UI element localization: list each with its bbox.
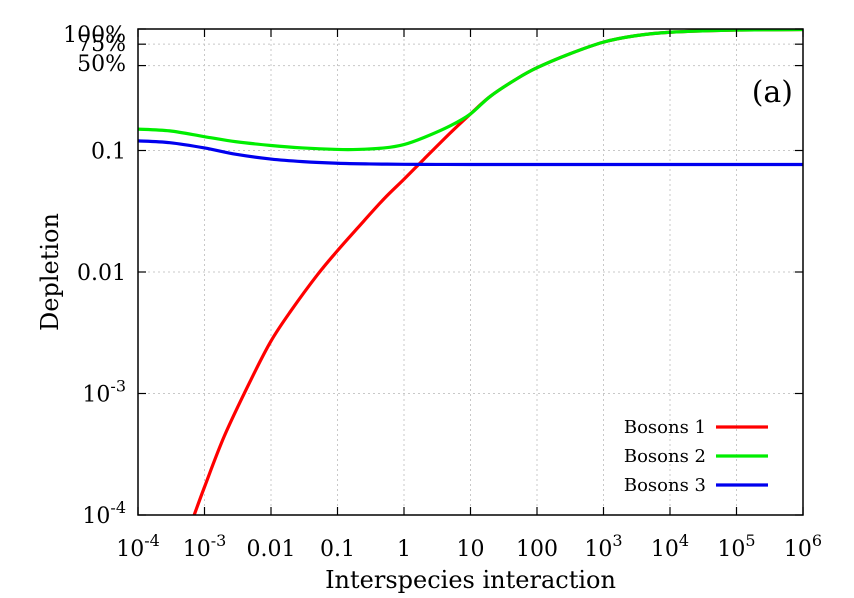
series-line-3	[138, 139, 803, 167]
legend-label-1: Bosons 1	[624, 417, 706, 438]
legend-label-2: Bosons 2	[624, 446, 706, 467]
y-tick-label: 100%	[63, 23, 126, 48]
legend-label-3: Bosons 3	[624, 475, 706, 496]
x-tick-label: 0.01	[247, 537, 296, 562]
y-tick-label: 10-4	[82, 498, 126, 529]
x-axis-label: Interspecies interaction	[325, 566, 616, 594]
grid	[138, 29, 803, 515]
y-tick-label: 0.1	[91, 140, 126, 165]
series-line-2	[138, 29, 803, 152]
x-tick-label: 106	[784, 531, 822, 562]
x-tick-label: 10-4	[116, 531, 160, 562]
y-tick-label: 75%	[77, 32, 126, 57]
x-tick-label: 1	[397, 537, 411, 562]
tick-marks	[137, 28, 804, 516]
y-tick-label: 50%	[77, 52, 126, 77]
x-tick-label: 10-3	[183, 531, 227, 562]
series-lines	[138, 29, 803, 515]
x-tick-label: 103	[584, 531, 622, 562]
x-tick-label: 100	[516, 537, 558, 562]
x-tick-label: 104	[651, 531, 689, 562]
x-tick-label: 10	[457, 537, 485, 562]
panel-label: (a)	[752, 75, 793, 110]
x-tick-label: 105	[717, 531, 755, 562]
x-tick-labels: 10-4 10-3 0.01 0.1 1 10 100 103 104 105 106	[116, 531, 822, 562]
y-tick-label: 0.01	[77, 261, 126, 286]
y-tick-labels: 10-4 10-3 0.01 0.1 50%75%100%	[63, 23, 126, 529]
y-axis-label: Depletion	[36, 213, 64, 331]
legend: Bosons 1 Bosons 2 Bosons 3	[624, 417, 768, 496]
x-tick-label: 0.1	[320, 537, 355, 562]
y-tick-label: 10-3	[82, 377, 126, 408]
